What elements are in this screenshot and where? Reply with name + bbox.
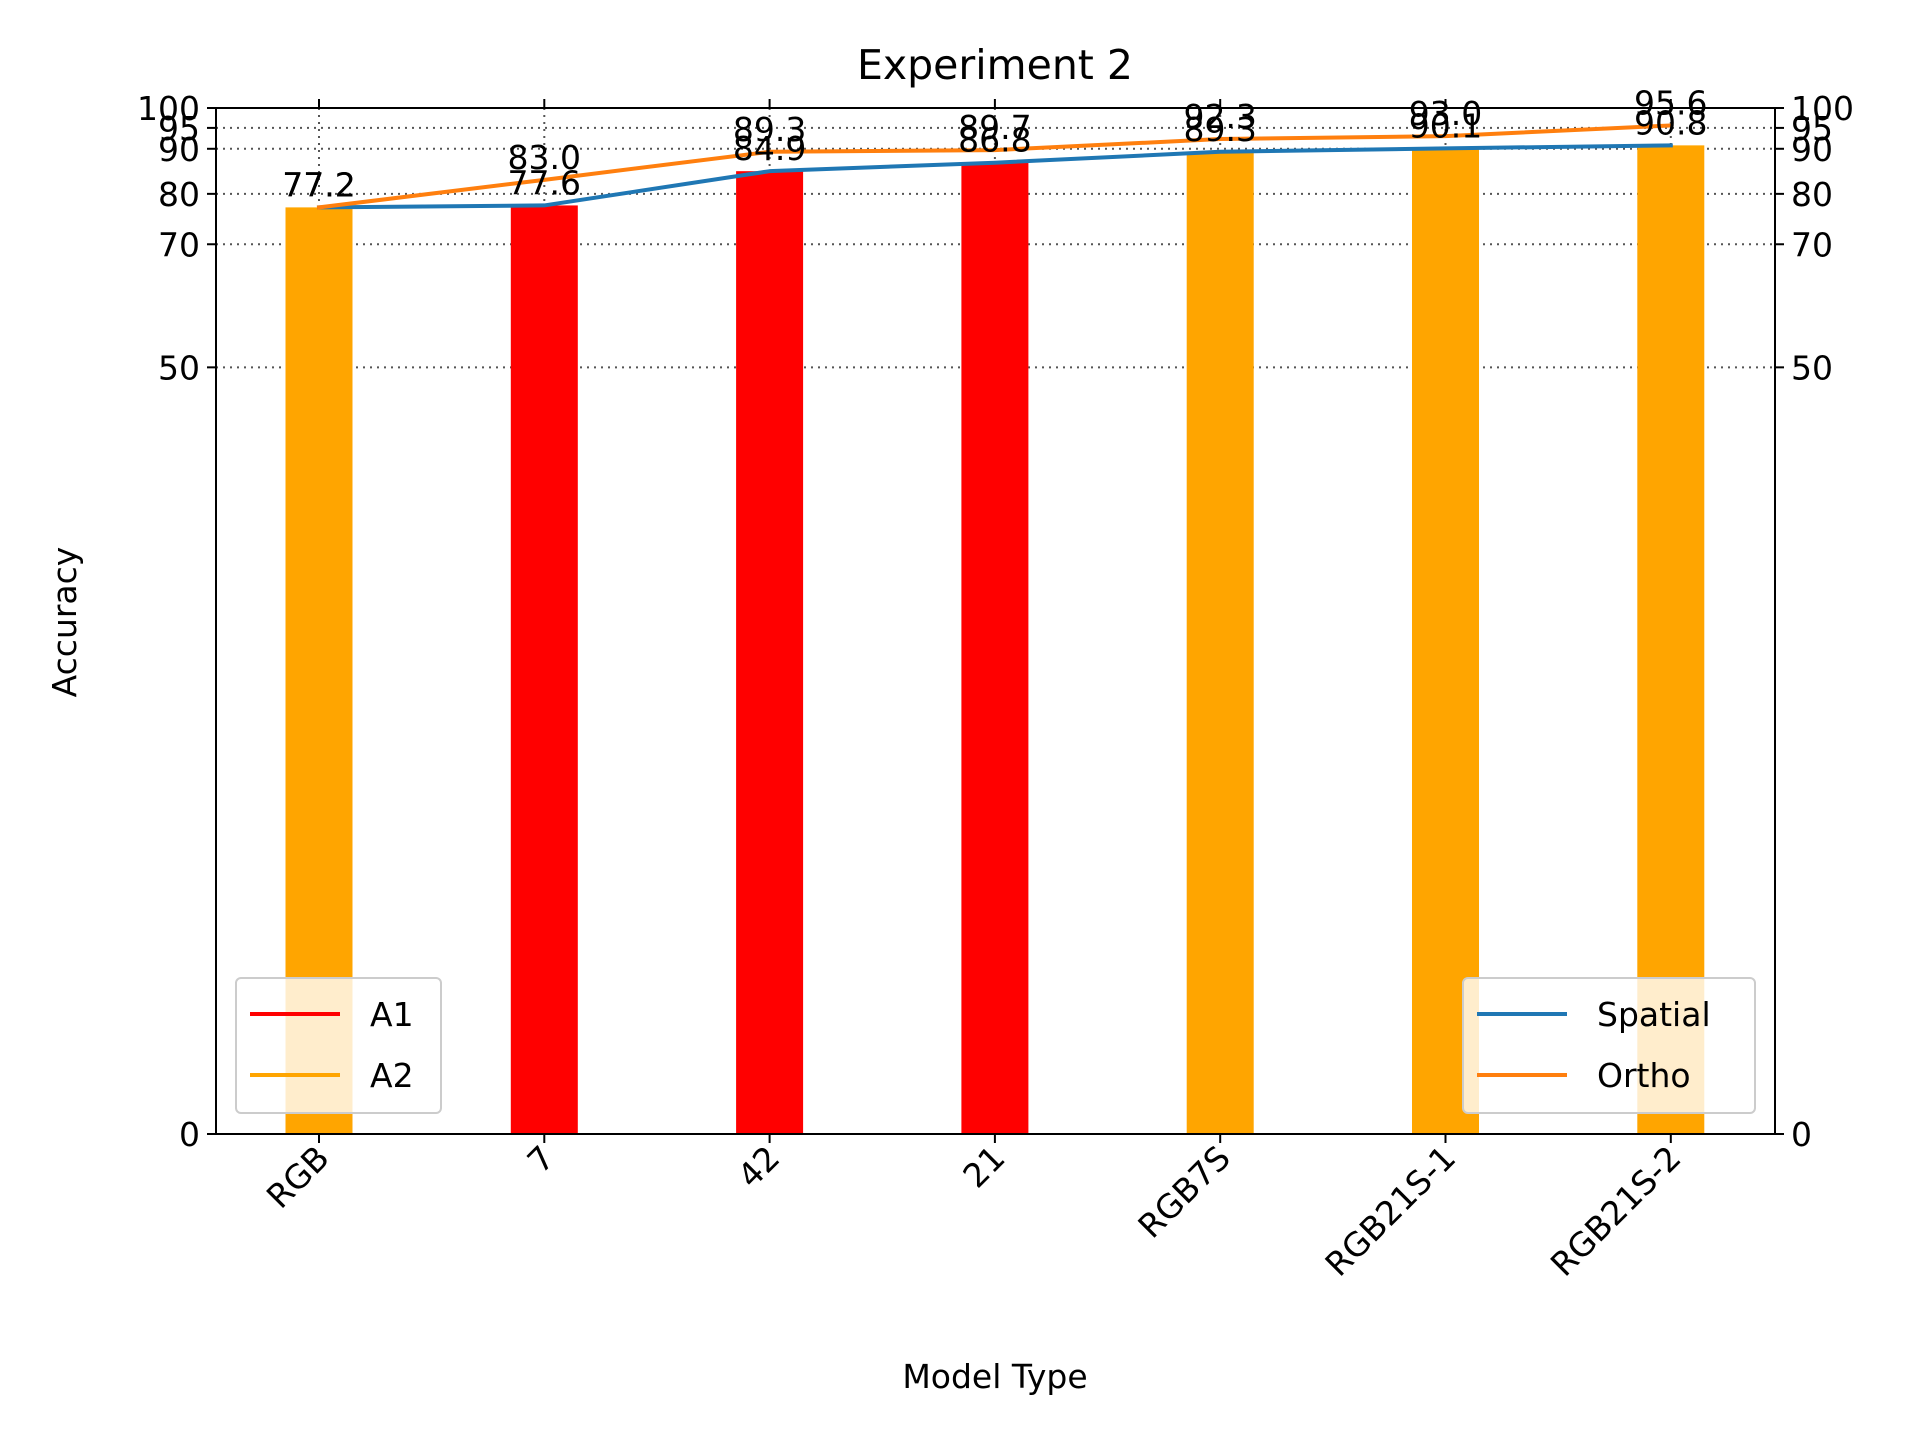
bar-RGB7S bbox=[1186, 151, 1254, 1135]
data-label-spatial-RGB: 77.2 bbox=[282, 165, 355, 204]
y-tick-label-90: 90 bbox=[158, 130, 200, 169]
right-y-tick-label-80: 80 bbox=[1791, 175, 1833, 214]
right-y-tick-label-70: 70 bbox=[1791, 225, 1833, 264]
y-tick-label-100: 100 bbox=[137, 89, 200, 128]
y-tick-label-70: 70 bbox=[158, 225, 200, 264]
line-ortho bbox=[316, 123, 1673, 210]
y-tick-label-80: 80 bbox=[158, 175, 200, 214]
data-label-spatial-21: 86.8 bbox=[958, 121, 1031, 160]
data-label-spatial-RGB21S-2: 90.8 bbox=[1634, 103, 1707, 142]
data-label-spatial-RGB7S: 89.3 bbox=[1183, 110, 1256, 149]
bar-RGB21S-1 bbox=[1412, 148, 1479, 1134]
data-labels: 77.2 77.684.9 86.8 89.3 90.1 90.877.283.089.3… bbox=[282, 83, 1707, 204]
bar-legend-label-a1: A1 bbox=[370, 995, 414, 1034]
bar-legend-label-a2: A2 bbox=[370, 1056, 414, 1095]
x-axis-label: Model Type bbox=[902, 1357, 1087, 1396]
lines bbox=[316, 123, 1673, 210]
line-legend-label-spatial: Spatial bbox=[1597, 995, 1711, 1034]
line-legend-box bbox=[1462, 977, 1756, 1114]
right-y-tick-label-50: 50 bbox=[1791, 348, 1833, 387]
data-label-ortho-21: 89.7 bbox=[958, 108, 1031, 147]
data-label-spatial-42: 84.9 bbox=[733, 129, 806, 168]
bar-legend-box bbox=[235, 977, 442, 1114]
line-legend-label-ortho: Ortho bbox=[1597, 1056, 1691, 1095]
data-label-ortho-42: 89.3 bbox=[733, 110, 806, 149]
bar-RGB21S-2 bbox=[1637, 145, 1705, 1135]
right-y-tick-label-90: 90 bbox=[1791, 130, 1833, 169]
bar-42 bbox=[736, 171, 804, 1134]
data-label-spatial-7: 77.6 bbox=[508, 163, 581, 202]
line-spatial bbox=[316, 143, 1673, 210]
data-label-ortho-7: 83.0 bbox=[508, 138, 581, 177]
y-tick-label-95: 95 bbox=[158, 109, 200, 148]
chart-title: Experiment 2 bbox=[857, 41, 1133, 89]
right-y-tick-label-100: 100 bbox=[1791, 89, 1854, 128]
bar-7 bbox=[510, 205, 578, 1134]
right-y-tick-label-95: 95 bbox=[1791, 109, 1833, 148]
data-label-spatial-RGB21S-1: 90.1 bbox=[1409, 106, 1482, 145]
y-tick-label-50: 50 bbox=[158, 348, 200, 387]
bar-21 bbox=[961, 162, 1029, 1135]
data-label-ortho-RGB: 77.2 bbox=[282, 165, 355, 204]
y-tick-label-0: 0 bbox=[179, 1115, 200, 1154]
right-y-tick-label-0: 0 bbox=[1791, 1115, 1812, 1154]
legends: A1 A2 Spatial Ortho bbox=[235, 977, 1756, 1114]
y-axis-label: Accuracy bbox=[45, 547, 84, 698]
